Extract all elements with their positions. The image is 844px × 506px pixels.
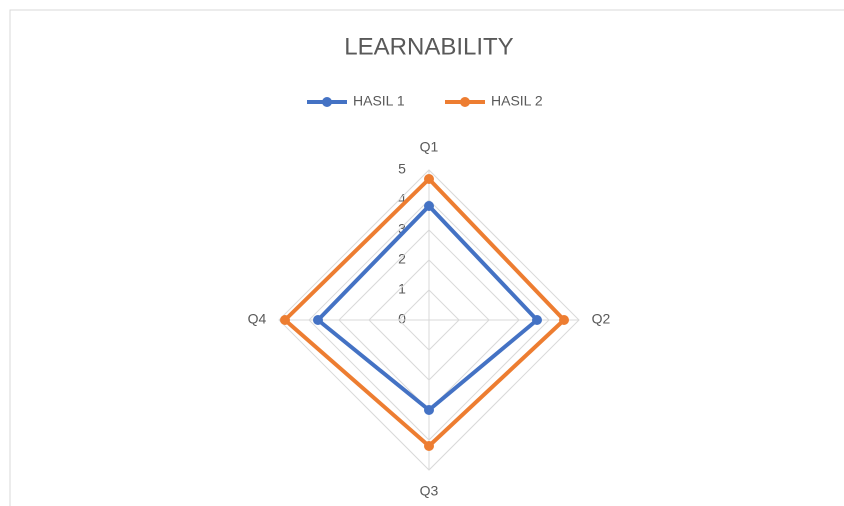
r-tick-label: 4 [398, 191, 406, 207]
data-point [424, 201, 434, 211]
data-point [280, 315, 290, 325]
category-label: Q4 [248, 311, 267, 327]
data-point [559, 315, 569, 325]
data-point [424, 441, 434, 451]
r-tick-label: 5 [398, 161, 406, 177]
legend-marker [322, 97, 332, 107]
r-tick-label: 0 [398, 311, 406, 327]
chart-title: LEARNABILITY [344, 33, 513, 60]
data-point [532, 315, 542, 325]
category-label: Q1 [420, 139, 439, 155]
legend-label: HASIL 1 [353, 93, 405, 109]
r-tick-label: 1 [398, 281, 406, 297]
data-point [424, 174, 434, 184]
data-point [424, 405, 434, 415]
category-label: Q3 [420, 483, 439, 499]
category-label: Q2 [592, 311, 611, 327]
r-tick-label: 3 [398, 221, 406, 237]
legend-marker [460, 97, 470, 107]
chart-frame [9, 9, 844, 506]
r-tick-label: 2 [398, 251, 406, 267]
data-point [313, 315, 323, 325]
legend-label: HASIL 2 [491, 93, 543, 109]
